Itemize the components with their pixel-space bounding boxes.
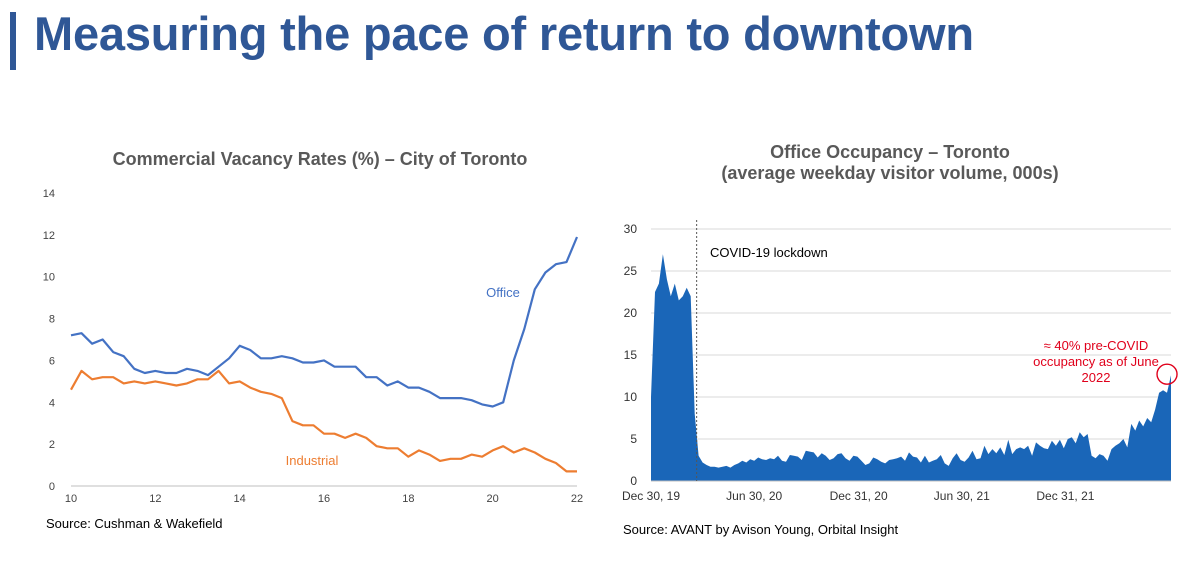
y-tick-label: 10 (43, 272, 55, 284)
y-tick-label: 25 (624, 264, 638, 278)
y-tick-label: 6 (49, 355, 55, 367)
occupancy-title-line1: Office Occupancy – Toronto (770, 142, 1010, 162)
occupancy-title-line2: (average weekday visitor volume, 000s) (721, 163, 1059, 183)
page-title: Measuring the pace of return to downtown (34, 7, 974, 60)
y-tick-label: 12 (43, 230, 55, 242)
x-tick-label: 16 (318, 493, 330, 505)
industrial-series (70, 369, 578, 473)
x-tick-label: 14 (234, 493, 246, 505)
industrial-label: Industrial (286, 453, 339, 468)
occupancy-chart-title: Office Occupancy – Toronto (average week… (640, 142, 1140, 184)
lockdown-label: COVID-19 lockdown (710, 245, 828, 260)
y-tick-label: 15 (624, 348, 638, 362)
title-accent-bar (10, 12, 16, 70)
x-tick-label: 20 (487, 493, 499, 505)
y-tick-label: 0 (49, 481, 55, 493)
annotation-line: occupancy as of June (1033, 354, 1159, 369)
annotation-label: ≈ 40% pre-COVID occupancy as of June 2022 (1033, 338, 1159, 385)
y-tick-label: 20 (624, 306, 638, 320)
x-tick-label: 10 (65, 493, 77, 505)
occupancy-area (651, 254, 1171, 481)
vacancy-chart: 0 2 4 6 8 10 12 14 10 12 14 16 18 20 22 Office Industria… (43, 188, 583, 505)
y-tick-label: 30 (624, 222, 638, 236)
occupancy-source: Source: AVANT by Avison Young, Orbital I… (623, 522, 899, 537)
y-tick-label: 4 (49, 397, 55, 409)
annotation-circle (1156, 363, 1178, 385)
vacancy-chart-title: Commercial Vacancy Rates (%) – City of T… (112, 149, 528, 169)
x-tick-label: Dec 31, 20 (830, 489, 888, 503)
vacancy-source: Source: Cushman & Wakefield (46, 516, 223, 531)
x-tick-label: 22 (571, 493, 583, 505)
office-label: Office (486, 285, 520, 300)
x-tick-label: Jun 30, 20 (726, 489, 782, 503)
annotation-line: ≈ 40% pre-COVID (1044, 338, 1149, 353)
x-tick-label: 18 (402, 493, 414, 505)
y-tick-label: 2 (49, 439, 55, 451)
annotation-line: 2022 (1082, 370, 1111, 385)
industrial-line (70, 369, 577, 473)
y-tick-label: 10 (624, 390, 638, 404)
office-line (70, 236, 579, 408)
y-tick-label: 14 (43, 188, 55, 200)
y-tick-label: 5 (630, 432, 637, 446)
y-tick-label: 0 (630, 474, 637, 488)
office-series (70, 236, 579, 408)
x-tick-label: Jun 30, 21 (934, 489, 990, 503)
x-tick-label: Dec 31, 21 (1036, 489, 1094, 503)
x-tick-label: 12 (149, 493, 161, 505)
x-tick-label: Dec 30, 19 (622, 489, 680, 503)
y-tick-label: 8 (49, 314, 55, 326)
